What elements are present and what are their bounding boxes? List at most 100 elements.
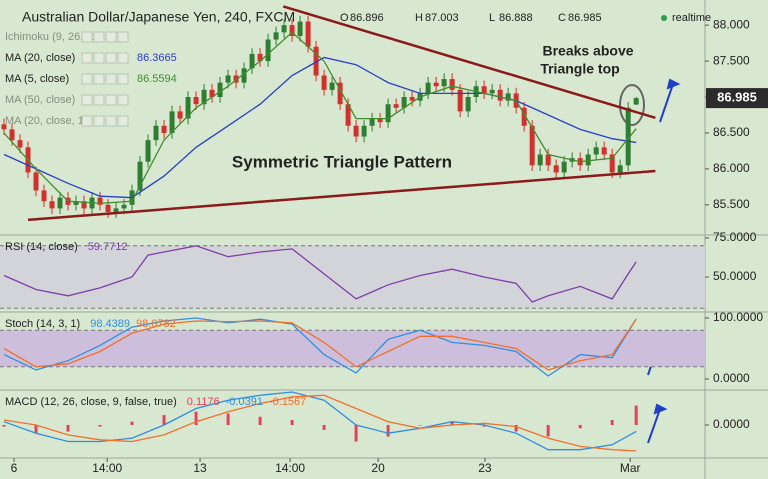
candle-body (593, 147, 599, 155)
candle-body (289, 25, 295, 36)
histogram-bar (162, 415, 166, 425)
candle-body (329, 82, 335, 90)
legend-button (105, 94, 117, 106)
candle-body (457, 89, 463, 112)
legend-button (93, 73, 105, 85)
candle-body (161, 125, 167, 133)
ohlc-value: 87.003 (425, 12, 459, 24)
ohlc-label: C (558, 12, 566, 24)
candle-body (185, 97, 191, 119)
candle-body (177, 111, 183, 119)
legend-value: -0.0391 (226, 396, 263, 408)
y-tick-label: 0.0000 (713, 371, 750, 385)
chart-title: Australian Dollar/Japanese Yen, 240, FXC… (22, 9, 295, 25)
candle-body (585, 154, 591, 166)
y-tick-label: 85.500 (713, 197, 750, 211)
candle-body (97, 197, 103, 205)
band (0, 330, 705, 367)
candle-body (105, 204, 111, 213)
candle-body (1, 124, 7, 130)
x-tick-label: 13 (193, 461, 207, 475)
series-line (3, 56, 637, 199)
legend-button (105, 115, 117, 127)
candle-body (361, 125, 367, 137)
y-tick-label: 87.500 (713, 53, 750, 67)
candle-body (529, 125, 535, 166)
y-tick-label: 86.500 (713, 125, 750, 139)
candle-body (217, 82, 223, 98)
histogram-bar (354, 424, 358, 442)
legend-button (117, 31, 129, 43)
x-tick-label: 14:00 (275, 461, 305, 475)
ohlc-value: 86.896 (350, 12, 384, 24)
y-tick-label: 75.0000 (713, 230, 757, 244)
ohlc-label: O (340, 12, 349, 24)
pane-title: Stoch (14, 3, 1) (5, 318, 80, 330)
candle-body (257, 53, 263, 62)
candle-body (409, 97, 415, 101)
ohlc-label: L (489, 12, 495, 24)
y-tick-label: 86.000 (713, 161, 750, 175)
candle-body (33, 172, 39, 191)
legend-label: MA (20, close) (5, 52, 75, 64)
histogram-bar (546, 424, 550, 437)
candle-body (57, 197, 63, 209)
annotation: Breaks above (542, 43, 633, 59)
candle-body (273, 32, 279, 40)
candle-body (145, 140, 151, 162)
ohlc-value: 86.985 (568, 12, 602, 24)
annotation: Symmetric Triangle Pattern (232, 152, 452, 171)
candle-body (353, 125, 359, 137)
candle-body (281, 25, 287, 33)
legend-button (93, 94, 105, 106)
candle-body (169, 111, 175, 133)
candle-body (313, 46, 319, 76)
candle-body (305, 21, 311, 47)
legend-button (81, 73, 93, 85)
candle-body (209, 89, 215, 98)
legend-label: MA (5, close) (5, 73, 69, 85)
candle-body (625, 107, 631, 166)
candle-body (225, 75, 231, 83)
histogram-bar (386, 424, 390, 437)
legend-value: 86.3665 (137, 52, 177, 64)
candle-body (617, 165, 623, 173)
histogram-bar (194, 411, 198, 425)
candle-body (497, 89, 503, 101)
candle-body (241, 68, 247, 83)
legend-button (81, 52, 93, 64)
candle-body (193, 97, 199, 105)
histogram-bar (578, 424, 582, 429)
inactive-indicator: MA (50, close) (5, 94, 75, 106)
series-line (3, 31, 637, 205)
x-tick-label: 6 (11, 461, 18, 475)
price-badge (706, 88, 768, 109)
histogram-bar (98, 424, 102, 427)
legend-value: 0.1176 (187, 396, 220, 408)
candle-body (345, 104, 351, 126)
candle-body (609, 154, 615, 173)
histogram-bar (34, 424, 38, 434)
candle-body (601, 147, 607, 155)
legend-button (105, 52, 117, 64)
candle-body (9, 129, 15, 141)
x-tick-label: 20 (371, 461, 385, 475)
histogram-bar (290, 420, 294, 425)
pane-title: RSI (14, close) (5, 241, 78, 253)
candle-body (545, 154, 551, 166)
candle-body (201, 89, 207, 105)
legend-button (117, 94, 129, 106)
series-line (3, 245, 637, 303)
candle-body (113, 208, 119, 213)
candle-body (49, 201, 55, 209)
candle-body (393, 104, 399, 108)
candle-body (553, 165, 559, 173)
histogram-bar (418, 424, 422, 426)
candle-body (137, 161, 143, 191)
x-tick-label: 23 (478, 461, 492, 475)
legend-button (117, 115, 129, 127)
candle-body (425, 82, 431, 94)
candle-body (233, 75, 239, 83)
series-line (3, 318, 637, 371)
